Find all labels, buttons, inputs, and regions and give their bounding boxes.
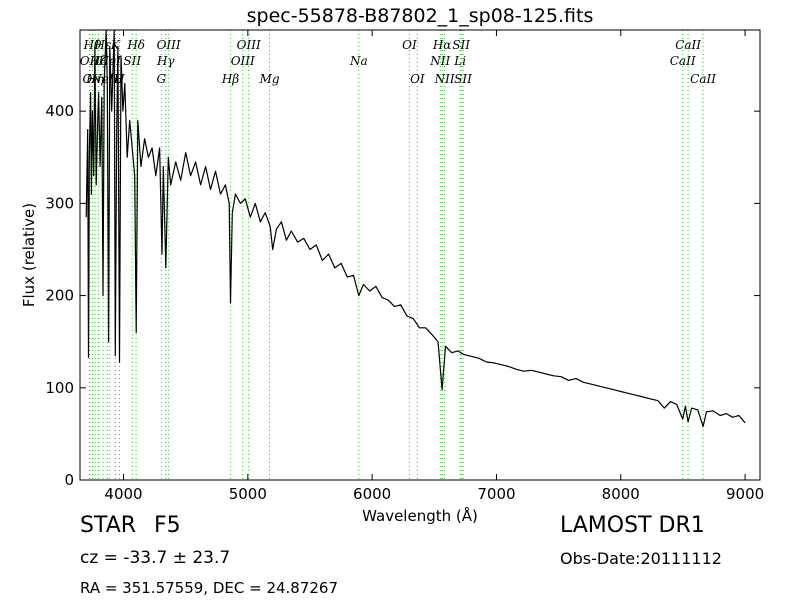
x-axis-label: Wavelength (Å) — [362, 506, 478, 525]
line-label-11: Hδ — [126, 38, 145, 52]
axis-ticks: 4000 5000 6000 7000 8000 9000 0 100 200 300 400 — [45, 30, 764, 503]
line-label-9: H — [113, 72, 125, 86]
redshift-text: cz = -33.7 ± 23.7 — [80, 548, 231, 568]
x-tick-label-2: 6000 — [353, 485, 391, 503]
survey-name: LAMOST DR1 — [560, 513, 705, 538]
object-class: STAR F5 — [80, 513, 199, 538]
x-tick-label-0: 4000 — [104, 485, 142, 503]
y-tick-label-4: 400 — [45, 102, 74, 120]
line-label-2: Hθ — [83, 38, 102, 52]
spectrum-line — [85, 29, 746, 428]
x-tick-label-5: 9000 — [726, 485, 764, 503]
y-tick-label-3: 300 — [45, 194, 74, 212]
line-label-24: NII — [434, 72, 455, 86]
line-label-18: Mg — [259, 72, 280, 86]
line-label-22: NII — [429, 54, 450, 68]
chart-title: spec-55878-B87802_1_sp08-125.fits — [246, 5, 594, 27]
spectrum-series — [85, 29, 746, 428]
line-label-27: SII — [454, 72, 472, 86]
y-tick-label-1: 100 — [45, 379, 74, 397]
y-axis-label: Flux (relative) — [20, 203, 38, 307]
spectral-line-markers — [88, 30, 704, 480]
line-label-25: Li — [453, 54, 466, 68]
line-label-10: SII — [123, 54, 141, 68]
x-tick-label-1: 5000 — [229, 485, 267, 503]
line-label-16: OIII — [231, 54, 255, 68]
line-label-13: Hγ — [156, 54, 175, 68]
line-label-28: CaII — [670, 54, 696, 68]
line-label-15: Hβ — [221, 72, 239, 86]
line-label-5: Hε — [94, 38, 112, 52]
y-tick-label-0: 0 — [64, 471, 74, 489]
line-label-8: K — [110, 38, 121, 52]
line-label-4: Hζ — [89, 54, 108, 68]
observation-date: Obs-Date:20111112 — [560, 549, 722, 568]
line-label-1: OI — [83, 72, 98, 86]
spectral-line-labels: OIIOIHθHηHζHεNeIIIHeIKHSIIHδGHγOIIIHβOII… — [80, 38, 716, 86]
line-label-14: OIII — [157, 38, 181, 52]
class-label: STAR — [80, 513, 137, 538]
line-label-19: Na — [349, 54, 368, 68]
line-label-26: SII — [452, 38, 470, 52]
line-label-12: G — [157, 72, 167, 86]
coordinates-text: RA = 351.57559, DEC = 24.87267 — [80, 579, 339, 597]
line-label-30: CaII — [690, 72, 716, 86]
line-label-29: CaII — [675, 38, 701, 52]
x-tick-label-4: 8000 — [602, 485, 640, 503]
x-tick-label-3: 7000 — [477, 485, 515, 503]
plot-frame — [79, 29, 761, 481]
y-tick-label-2: 200 — [45, 287, 74, 305]
line-label-17: OIII — [237, 38, 261, 52]
line-label-23: Hα — [432, 38, 452, 52]
line-label-20: OI — [402, 38, 417, 52]
line-label-21: OI — [410, 72, 425, 86]
subclass-label: F5 — [154, 513, 181, 538]
